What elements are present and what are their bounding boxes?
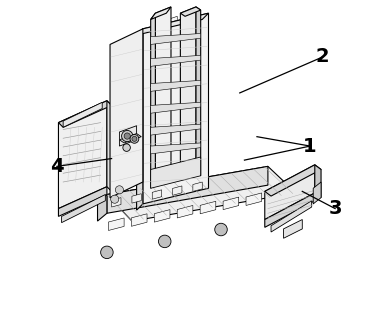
Polygon shape xyxy=(151,34,201,45)
Circle shape xyxy=(122,130,133,142)
Polygon shape xyxy=(154,210,170,222)
Polygon shape xyxy=(265,193,315,227)
Circle shape xyxy=(130,134,139,143)
Polygon shape xyxy=(58,187,107,216)
Polygon shape xyxy=(136,29,143,210)
Polygon shape xyxy=(151,7,171,19)
Polygon shape xyxy=(151,157,201,188)
Circle shape xyxy=(158,235,171,248)
Polygon shape xyxy=(174,16,193,173)
Circle shape xyxy=(111,195,119,203)
Polygon shape xyxy=(265,165,315,219)
Polygon shape xyxy=(223,197,239,210)
Text: 1: 1 xyxy=(303,137,317,155)
Polygon shape xyxy=(196,7,201,176)
Polygon shape xyxy=(151,143,201,154)
Polygon shape xyxy=(136,13,209,35)
Polygon shape xyxy=(151,157,205,173)
Polygon shape xyxy=(315,165,321,198)
Polygon shape xyxy=(107,166,296,221)
Polygon shape xyxy=(158,16,177,176)
Polygon shape xyxy=(109,218,124,230)
Polygon shape xyxy=(151,80,201,91)
Polygon shape xyxy=(58,101,107,208)
Text: 4: 4 xyxy=(50,157,64,176)
Polygon shape xyxy=(88,248,98,259)
Polygon shape xyxy=(62,194,105,223)
Polygon shape xyxy=(131,214,147,226)
Polygon shape xyxy=(98,194,107,221)
Polygon shape xyxy=(98,232,152,254)
Polygon shape xyxy=(98,193,268,238)
Polygon shape xyxy=(193,182,202,192)
Circle shape xyxy=(123,144,131,151)
Polygon shape xyxy=(88,221,98,245)
Polygon shape xyxy=(143,13,209,204)
Text: 2: 2 xyxy=(316,47,329,67)
Polygon shape xyxy=(283,219,302,238)
Circle shape xyxy=(132,136,137,141)
Polygon shape xyxy=(177,205,193,218)
Polygon shape xyxy=(151,13,155,188)
Text: 3: 3 xyxy=(328,199,342,218)
Polygon shape xyxy=(112,198,121,207)
Polygon shape xyxy=(200,201,216,214)
Circle shape xyxy=(124,133,131,139)
Polygon shape xyxy=(120,133,141,143)
Polygon shape xyxy=(110,29,143,198)
Polygon shape xyxy=(98,193,296,248)
Polygon shape xyxy=(271,201,312,232)
Polygon shape xyxy=(265,165,321,196)
Polygon shape xyxy=(180,7,196,176)
Polygon shape xyxy=(313,182,321,204)
Circle shape xyxy=(115,186,123,194)
Polygon shape xyxy=(120,126,136,146)
Polygon shape xyxy=(58,101,112,127)
Polygon shape xyxy=(246,193,261,205)
Polygon shape xyxy=(152,190,162,199)
Polygon shape xyxy=(151,124,201,135)
Polygon shape xyxy=(107,101,112,192)
Polygon shape xyxy=(180,7,201,16)
Polygon shape xyxy=(132,194,141,203)
Circle shape xyxy=(101,246,113,259)
Polygon shape xyxy=(151,102,201,113)
Polygon shape xyxy=(155,7,171,182)
Polygon shape xyxy=(63,102,102,127)
Polygon shape xyxy=(172,186,182,195)
Polygon shape xyxy=(151,55,201,66)
Polygon shape xyxy=(107,166,268,213)
Circle shape xyxy=(215,223,227,236)
